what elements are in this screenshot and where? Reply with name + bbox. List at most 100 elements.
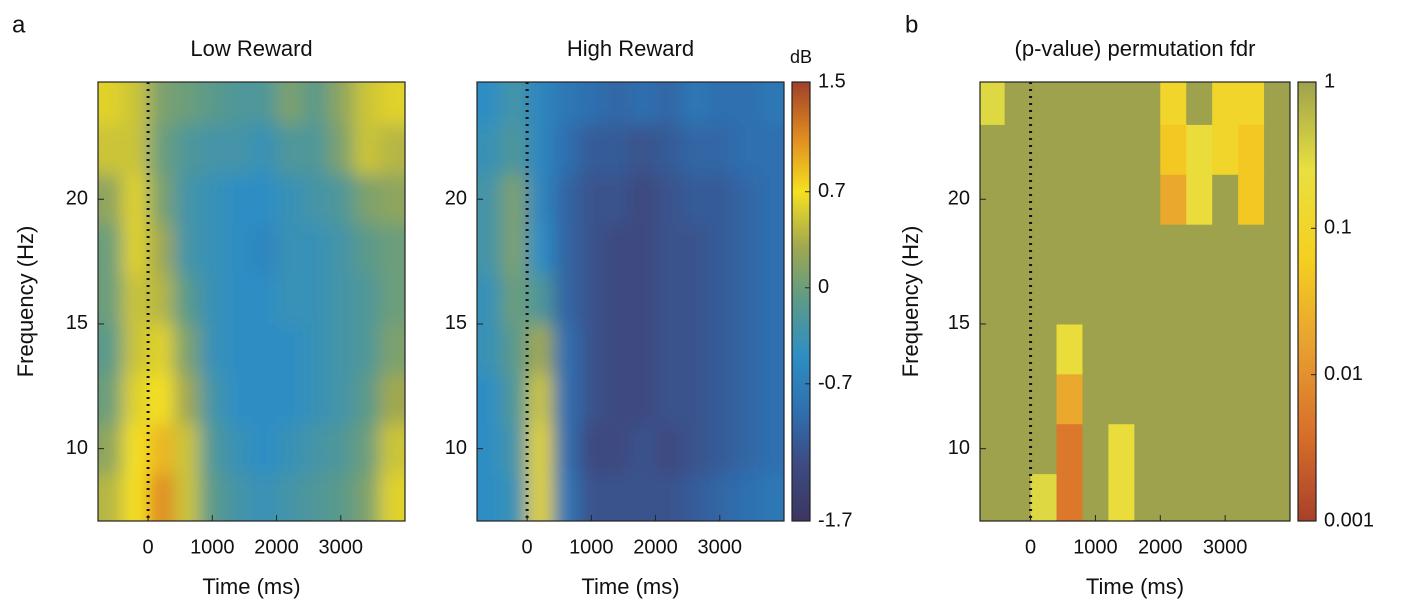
heatmap-cell (327, 124, 355, 175)
x-tick-label: 0 (143, 536, 154, 558)
heatmap-cell (1082, 124, 1109, 175)
heatmap-cell (681, 423, 708, 475)
heatmap-cell (199, 224, 226, 275)
heatmap-cell (1108, 473, 1135, 521)
heatmap-cell (1238, 174, 1265, 225)
heatmap-cell (1082, 473, 1109, 521)
heatmap-cell (501, 473, 528, 521)
heatmap-cell (122, 373, 149, 425)
heatmap-cell (173, 323, 200, 375)
heatmap-cell (501, 423, 528, 475)
y-tick-label: 20 (66, 188, 88, 210)
heatmap-cell (1134, 174, 1161, 225)
heatmap-cell (527, 473, 554, 521)
heatmap-cell (732, 224, 759, 275)
heatmap-cell (1212, 174, 1239, 225)
heatmap-cell (98, 82, 123, 125)
heatmap-cells (98, 82, 405, 521)
colorbar-tick-label: -0.7 (818, 372, 852, 394)
colorbar-tick-label: -1.7 (818, 509, 852, 531)
y-axis-label: Frequency (Hz) (13, 226, 38, 378)
heatmap-cell (604, 124, 631, 175)
heatmap-cell (1056, 423, 1083, 475)
heatmap-cell (706, 423, 734, 475)
heatmap-cell (1004, 373, 1032, 425)
heatmap-cell (148, 423, 175, 475)
heatmap-cell (1056, 124, 1083, 175)
heatmap-cell (578, 473, 605, 521)
heatmap-cell (1186, 274, 1213, 325)
heatmap-cell (327, 174, 355, 225)
heatmap-cell (655, 82, 682, 125)
y-tick-label: 10 (948, 437, 970, 459)
heatmap-cell (1186, 423, 1213, 475)
heatmap-cell (552, 124, 579, 175)
colorbar-tick-label: 0.01 (1324, 363, 1363, 385)
heatmap-cell (1030, 323, 1058, 375)
heatmap-cell (732, 373, 759, 425)
heatmap-cell (655, 473, 682, 521)
heatmap-cell (276, 423, 303, 475)
heatmap-cell (477, 323, 502, 375)
heatmap-cell (1056, 82, 1083, 125)
heatmap-cell (681, 323, 708, 375)
heatmap-cell (173, 373, 200, 425)
heatmap-cell (173, 423, 200, 475)
heatmap-cell (1186, 473, 1213, 521)
heatmap-cell (148, 224, 175, 275)
heatmap-cell (1004, 274, 1032, 325)
heatmap-cell (225, 274, 252, 325)
heatmap-cell (629, 373, 657, 425)
heatmap-cell (578, 124, 605, 175)
x-tick-label: 2000 (1138, 536, 1183, 558)
heatmap-cell (1160, 224, 1187, 275)
heatmap-cell (604, 274, 631, 325)
heatmap-cell (1108, 124, 1135, 175)
heatmap-cell (527, 124, 554, 175)
heatmap-cell (1186, 82, 1213, 125)
heatmap-cell (604, 224, 631, 275)
heatmap-cell (527, 323, 554, 375)
heatmap-cell (578, 174, 605, 225)
heatmap-cell (527, 274, 554, 325)
heatmap-cell (477, 473, 502, 521)
heatmap-cell (122, 323, 149, 375)
heatmap-cell (477, 224, 502, 275)
heatmap-cell (1212, 274, 1239, 325)
heatmap-cell (199, 82, 226, 125)
heatmap-cell (276, 174, 303, 225)
heatmap-cell (1030, 124, 1058, 175)
heatmap-cell (379, 323, 405, 375)
heatmap-cell (250, 373, 278, 425)
heatmap-cell (758, 82, 784, 125)
heatmap-cell (1264, 274, 1290, 325)
heatmap-cell (353, 323, 380, 375)
heatmap-cell (655, 224, 682, 275)
heatmap-cell (1030, 82, 1058, 125)
heatmap-cell (250, 323, 278, 375)
heatmap-cell (527, 224, 554, 275)
heatmap-cell (276, 373, 303, 425)
heatmap-cell (980, 274, 1006, 325)
colorbar-tick-label: 0.1 (1324, 217, 1352, 239)
heatmap-cell (98, 473, 123, 521)
heatmap-cell (1160, 473, 1187, 521)
heatmap-cell (353, 373, 380, 425)
x-axis-label: Time (ms) (1086, 574, 1184, 599)
heatmap-cell (98, 124, 123, 175)
colorbar-tick-label: 0.7 (818, 180, 846, 202)
heatmap-cell (980, 473, 1006, 521)
heatmap-cell (1004, 323, 1032, 375)
heatmap-cell (1082, 224, 1109, 275)
heatmap-cell (302, 124, 329, 175)
heatmap-cell (1238, 473, 1265, 521)
heatmap-cell (1108, 423, 1135, 475)
heatmap-cell (302, 224, 329, 275)
heatmap-cell (1082, 174, 1109, 225)
x-axis-label: Time (ms) (581, 574, 679, 599)
heatmap-cell (327, 423, 355, 475)
heatmap-cell (353, 224, 380, 275)
heatmap-cell (302, 373, 329, 425)
heatmap-cell (353, 174, 380, 225)
heatmap-cell (1056, 323, 1083, 375)
